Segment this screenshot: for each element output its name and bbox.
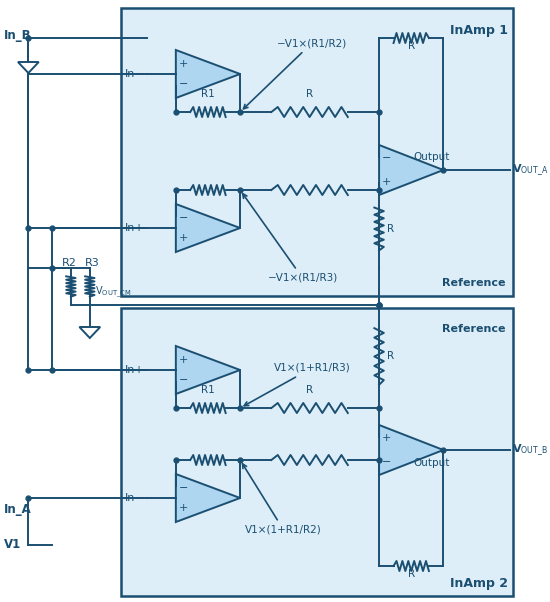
Text: R: R bbox=[306, 385, 313, 395]
Text: +: + bbox=[179, 503, 188, 513]
Text: −V1×(R1/R2): −V1×(R1/R2) bbox=[244, 38, 347, 109]
Text: +: + bbox=[179, 233, 188, 243]
Text: −: − bbox=[179, 79, 188, 89]
Text: R: R bbox=[408, 41, 415, 51]
FancyBboxPatch shape bbox=[121, 8, 513, 296]
Polygon shape bbox=[379, 425, 443, 475]
Text: In−: In− bbox=[125, 69, 145, 79]
Text: R3: R3 bbox=[85, 258, 100, 268]
Text: In+: In+ bbox=[125, 223, 145, 233]
Text: +: + bbox=[382, 177, 392, 187]
Text: Output: Output bbox=[413, 152, 449, 162]
Text: In_A: In_A bbox=[4, 503, 31, 517]
Text: R1: R1 bbox=[201, 89, 215, 99]
Text: R: R bbox=[408, 569, 415, 579]
Text: R2: R2 bbox=[62, 258, 76, 268]
Text: In−: In− bbox=[125, 493, 145, 503]
FancyBboxPatch shape bbox=[121, 308, 513, 596]
Polygon shape bbox=[18, 62, 38, 73]
Text: Reference: Reference bbox=[442, 278, 506, 288]
Text: Reference: Reference bbox=[442, 324, 506, 334]
Text: −V1×(R1/R3): −V1×(R1/R3) bbox=[243, 194, 338, 283]
Text: V$_{\mathsf{OUT\_A}}$: V$_{\mathsf{OUT\_A}}$ bbox=[513, 163, 549, 178]
Text: InAmp 1: InAmp 1 bbox=[450, 24, 508, 37]
Text: −: − bbox=[382, 457, 392, 467]
Text: Output: Output bbox=[413, 458, 449, 468]
Text: −: − bbox=[382, 153, 392, 163]
Text: V1×(1+R1/R3): V1×(1+R1/R3) bbox=[244, 363, 350, 406]
Text: InAmp 2: InAmp 2 bbox=[450, 577, 508, 590]
Text: −: − bbox=[179, 213, 188, 223]
Text: V$_{\mathsf{OUT\_B}}$: V$_{\mathsf{OUT\_B}}$ bbox=[513, 442, 548, 458]
Text: V1: V1 bbox=[4, 539, 21, 551]
Polygon shape bbox=[176, 474, 240, 522]
Text: +: + bbox=[179, 59, 188, 69]
Text: −: − bbox=[179, 483, 188, 493]
Text: +: + bbox=[382, 433, 392, 443]
Text: R: R bbox=[387, 224, 394, 234]
Text: R: R bbox=[306, 89, 313, 99]
Polygon shape bbox=[379, 145, 443, 195]
Text: In_B: In_B bbox=[4, 28, 31, 42]
Text: V1×(1+R1/R2): V1×(1+R1/R2) bbox=[243, 464, 322, 535]
Polygon shape bbox=[176, 50, 240, 98]
Text: In+: In+ bbox=[125, 365, 145, 375]
Polygon shape bbox=[176, 204, 240, 252]
Text: R: R bbox=[387, 351, 394, 361]
Text: R1: R1 bbox=[201, 385, 215, 395]
Text: −: − bbox=[179, 375, 188, 385]
Polygon shape bbox=[176, 346, 240, 394]
Text: V$_{\mathsf{OUT\_CM}}$: V$_{\mathsf{OUT\_CM}}$ bbox=[95, 285, 131, 300]
Polygon shape bbox=[79, 327, 100, 338]
Text: +: + bbox=[179, 355, 188, 365]
